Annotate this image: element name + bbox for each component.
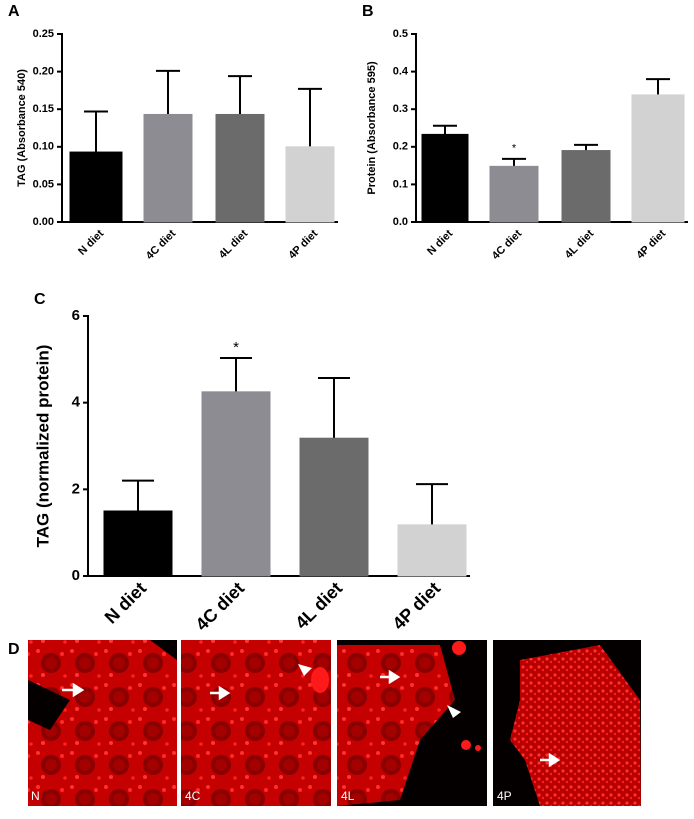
droplet (461, 740, 471, 750)
y-tick-label: 4 (72, 394, 81, 411)
y-tick-label: 0.10 (33, 141, 54, 153)
bar (103, 510, 173, 577)
y-axis-label: Protein (Absorbance 595) (366, 61, 378, 195)
x-tick-label: 4C diet (144, 227, 179, 262)
panel-label: B (362, 3, 374, 20)
bar (69, 151, 123, 223)
x-tick-label: 4C diet (490, 227, 525, 262)
y-tick-label: 0.0 (393, 216, 408, 228)
arrows (62, 664, 561, 768)
y-tick-label: 0.00 (33, 216, 54, 228)
y-tick-label: 0.3 (393, 103, 408, 115)
tissue (181, 640, 331, 806)
image-label: 4L (341, 789, 355, 803)
y-tick-label: 0 (72, 567, 80, 584)
y-tick-label: 0.05 (33, 178, 54, 190)
bar (285, 146, 335, 223)
y-tick-label: 0.1 (393, 178, 408, 190)
droplet (475, 745, 481, 751)
bar (489, 165, 539, 223)
x-tick-label: 4P diet (286, 227, 320, 261)
y-tick-label: 0.20 (33, 66, 54, 78)
droplet (452, 641, 466, 655)
bar (631, 94, 685, 223)
x-tick-label: 4L diet (217, 227, 251, 261)
panel-label: C (34, 291, 46, 308)
y-tick-label: 0.4 (393, 66, 409, 78)
droplet (311, 667, 329, 693)
x-tick-label: N diet (425, 227, 455, 257)
panel-label: D (8, 641, 20, 658)
bar (215, 113, 265, 223)
y-tick-label: 0.5 (393, 28, 408, 40)
y-tick-label: 6 (72, 307, 80, 324)
x-tick-label: N diet (101, 578, 151, 628)
y-axis-label: TAG (Absorbance 540) (16, 69, 28, 187)
bar (561, 150, 611, 223)
image-label: 4P (497, 789, 512, 803)
bar (421, 133, 469, 223)
x-tick-label: N diet (76, 227, 106, 257)
y-tick-label: 0.25 (33, 28, 54, 40)
tissue (337, 645, 455, 806)
x-tick-label: 4P diet (634, 227, 668, 261)
bar (143, 113, 193, 223)
x-tick-label: 4L diet (563, 227, 597, 261)
significance: * (233, 339, 239, 356)
x-tick-label: 4P diet (389, 578, 445, 634)
tissue (28, 640, 177, 806)
y-tick-label: 0.2 (393, 141, 408, 153)
significance: * (512, 143, 517, 155)
bar (201, 391, 271, 577)
bar (299, 437, 369, 577)
image-label: N (31, 789, 40, 803)
gap (28, 680, 70, 730)
x-tick-label: 4L diet (291, 578, 346, 633)
y-axis-label: TAG (normalized protein) (33, 345, 52, 548)
tissue (510, 645, 641, 806)
y-tick-label: 0.15 (33, 103, 54, 115)
bar (397, 524, 467, 577)
micrographs: D (8, 640, 641, 806)
y-tick-label: 2 (72, 480, 80, 497)
panel-label: A (8, 3, 20, 20)
image-label: 4C (185, 789, 201, 803)
x-tick-label: 4C diet (192, 578, 249, 635)
